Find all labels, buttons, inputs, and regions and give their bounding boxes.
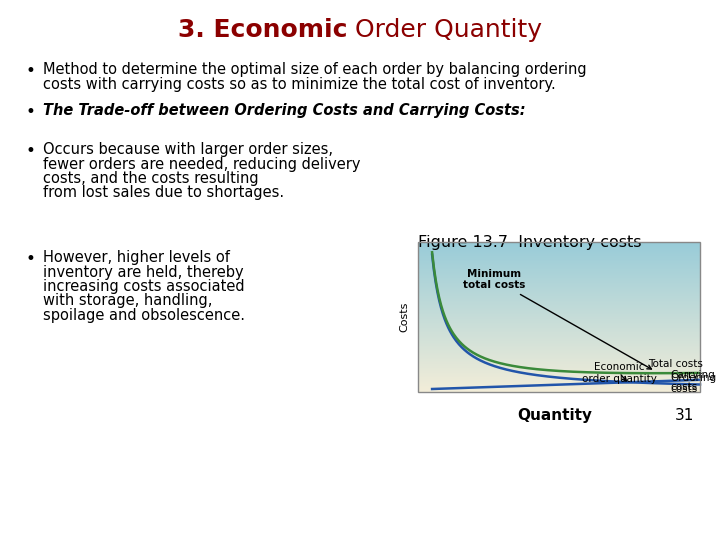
Text: Total costs: Total costs bbox=[648, 359, 703, 369]
Text: 31: 31 bbox=[675, 408, 695, 423]
Text: Economic
order quantity: Economic order quantity bbox=[582, 362, 657, 383]
Text: from lost sales due to shortages.: from lost sales due to shortages. bbox=[43, 186, 284, 200]
Text: Ordering
costs: Ordering costs bbox=[671, 373, 717, 394]
Text: Carrying
costs: Carrying costs bbox=[671, 370, 716, 392]
Text: 3. Economic: 3. Economic bbox=[178, 18, 347, 42]
Text: costs, and the costs resulting: costs, and the costs resulting bbox=[43, 171, 258, 186]
Text: •: • bbox=[25, 142, 35, 160]
Text: However, higher levels of: However, higher levels of bbox=[43, 250, 230, 265]
Text: Order Quantity: Order Quantity bbox=[347, 18, 542, 42]
Text: Costs: Costs bbox=[399, 302, 409, 332]
Text: Occurs because with larger order sizes,: Occurs because with larger order sizes, bbox=[43, 142, 333, 157]
Text: Quantity: Quantity bbox=[518, 408, 593, 423]
Text: Minimum
total costs: Minimum total costs bbox=[463, 269, 652, 369]
Text: •: • bbox=[25, 250, 35, 268]
Text: with storage, handling,: with storage, handling, bbox=[43, 294, 212, 308]
Text: spoilage and obsolescence.: spoilage and obsolescence. bbox=[43, 308, 245, 323]
Text: Method to determine the optimal size of each order by balancing ordering: Method to determine the optimal size of … bbox=[43, 62, 587, 77]
Text: •: • bbox=[25, 62, 35, 80]
Text: The Trade-off between Ordering Costs and Carrying Costs:: The Trade-off between Ordering Costs and… bbox=[43, 103, 526, 118]
Text: inventory are held, thereby: inventory are held, thereby bbox=[43, 265, 243, 280]
Text: •: • bbox=[25, 103, 35, 121]
Text: costs with carrying costs so as to minimize the total cost of inventory.: costs with carrying costs so as to minim… bbox=[43, 77, 556, 91]
Bar bbox=[418, 242, 700, 392]
Text: increasing costs associated: increasing costs associated bbox=[43, 279, 245, 294]
Text: Figure 13.7  Inventory costs: Figure 13.7 Inventory costs bbox=[418, 235, 642, 250]
Text: fewer orders are needed, reducing delivery: fewer orders are needed, reducing delive… bbox=[43, 157, 361, 172]
